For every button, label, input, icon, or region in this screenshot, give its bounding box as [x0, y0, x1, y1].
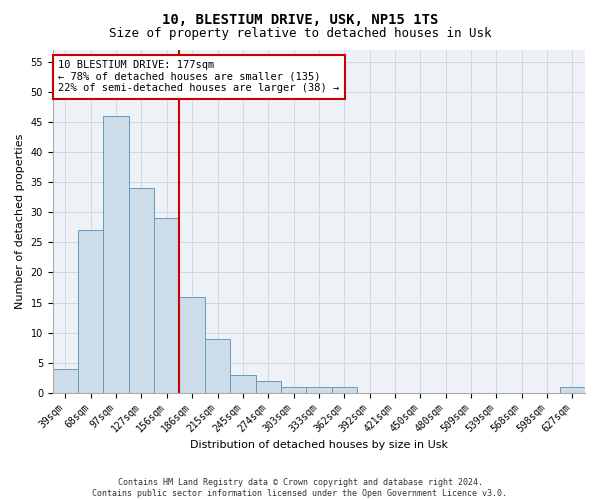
X-axis label: Distribution of detached houses by size in Usk: Distribution of detached houses by size … [190, 440, 448, 450]
Bar [103, 116, 129, 392]
Bar [230, 374, 256, 392]
Bar [129, 188, 154, 392]
Bar [256, 380, 281, 392]
Bar [78, 230, 103, 392]
Y-axis label: Number of detached properties: Number of detached properties [15, 134, 25, 309]
Bar [332, 386, 357, 392]
Text: Contains HM Land Registry data © Crown copyright and database right 2024.
Contai: Contains HM Land Registry data © Crown c… [92, 478, 508, 498]
Bar [560, 386, 585, 392]
Bar [306, 386, 332, 392]
Text: 10 BLESTIUM DRIVE: 177sqm
← 78% of detached houses are smaller (135)
22% of semi: 10 BLESTIUM DRIVE: 177sqm ← 78% of detac… [58, 60, 340, 94]
Bar [179, 296, 205, 392]
Text: Size of property relative to detached houses in Usk: Size of property relative to detached ho… [109, 28, 491, 40]
Bar [281, 386, 306, 392]
Text: 10, BLESTIUM DRIVE, USK, NP15 1TS: 10, BLESTIUM DRIVE, USK, NP15 1TS [162, 12, 438, 26]
Bar [53, 368, 78, 392]
Bar [154, 218, 179, 392]
Bar [205, 338, 230, 392]
